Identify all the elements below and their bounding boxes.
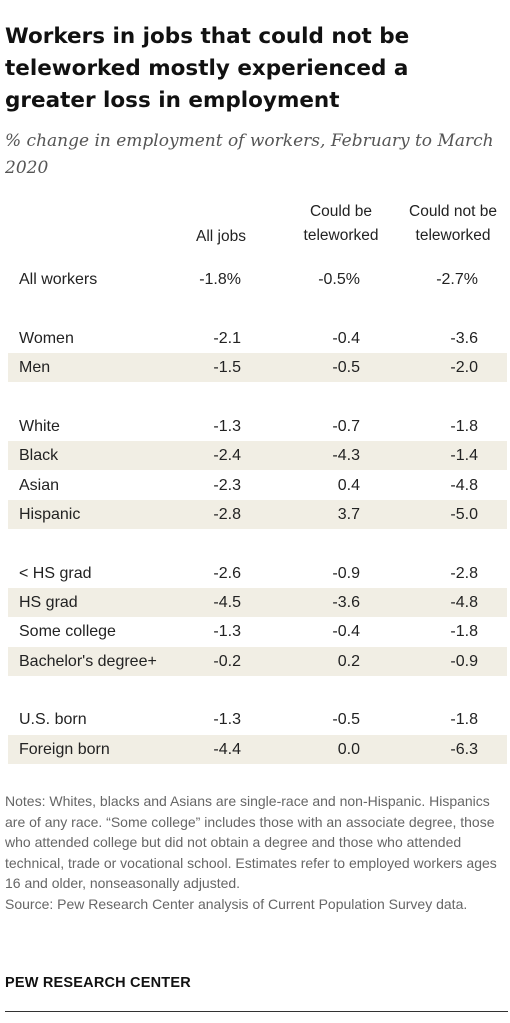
column-header-line: teleworked [303,227,379,244]
table-cell-value: -2.6 [213,565,241,582]
table-cell-value: -2.8 [213,506,241,523]
table-cell-value: -1.8 [450,623,478,640]
table-row: U.S. born -1.3 -0.5 -1.8 [8,705,507,734]
table-cell-value: -2.8 [450,565,478,582]
column-header-line: Could be [309,203,373,220]
table-cell-value: -2.0 [450,359,478,376]
table-cell-value: -6.3 [450,741,478,758]
table-row: Men -1.5 -0.5 -2.0 [8,353,507,382]
table-cell-value: -0.5 [332,711,360,728]
table-cell-value: -0.7 [332,418,360,435]
table-row: Some college -1.3 -0.4 -1.8 [8,617,507,646]
table-cell-value: -3.6 [332,594,360,611]
row-label: Black [19,447,59,464]
bottom-rule [5,1011,508,1012]
table-cell-value: -0.9 [450,653,478,670]
table-row: Foreign born -4.4 0.0 -6.3 [8,735,507,764]
row-label: Asian [19,477,60,494]
table-cell-value: -5.0 [450,506,478,523]
row-label: White [19,418,60,435]
table-cell-value: 3.7 [337,506,360,523]
row-label: Bachelor's degree+ [19,653,157,670]
table-cell-value: -1.3 [213,623,241,640]
table-cell-value: -4.5 [213,594,241,611]
table-cell-value: 0.0 [337,741,360,758]
table-cell-value: -0.5 [332,359,360,376]
row-label: All workers [19,271,98,288]
table-row: Women -2.1 -0.4 -3.6 [8,324,507,353]
table-cell-value: -0.9 [332,565,360,582]
column-header-line: teleworked [415,227,491,244]
row-label: < HS grad [19,565,92,582]
row-label: U.S. born [19,711,87,728]
column-header-could-be-teleworked: Could be teleworked [266,201,416,247]
table-row: Asian -2.3 0.4 -4.8 [8,471,507,500]
row-label: Women [19,330,74,347]
table-cell-value: 0.4 [337,477,360,494]
table-row: Bachelor's degree+ -0.2 0.2 -0.9 [8,647,507,676]
table-cell-value: -2.1 [213,330,241,347]
table-row: Black -2.4 -4.3 -1.4 [8,441,507,470]
table-cell-value: -0.2 [213,653,241,670]
row-label: Hispanic [19,506,81,523]
table-cell-value: -1.8 [450,711,478,728]
table-cell-value: -1.8% [199,271,241,288]
table-row: HS grad -4.5 -3.6 -4.8 [8,588,507,617]
table-cell-value: 0.2 [337,653,360,670]
table-row: < HS grad -2.6 -0.9 -2.8 [8,559,507,588]
table-row: White -1.3 -0.7 -1.8 [8,412,507,441]
column-header-could-not-be-teleworked: Could not be teleworked [378,201,510,247]
table-cell-value: -3.6 [450,330,478,347]
notes-text: Notes: Whites, blacks and Asians are sin… [5,793,497,892]
column-header-line: All jobs [196,228,246,245]
table-row: Hispanic -2.8 3.7 -5.0 [8,500,507,529]
column-header-all-jobs: All jobs [146,226,296,248]
row-label: Men [19,359,51,376]
table-cell-value: -1.5 [213,359,241,376]
table-cell-value: -4.4 [213,741,241,758]
table-row: All workers -1.8% -0.5% -2.7% [8,265,507,294]
source-text: Source: Pew Research Center analysis of … [5,895,468,912]
table-cell-value: -4.3 [332,447,360,464]
table-cell-value: -1.3 [213,711,241,728]
footer-brand: PEW RESEARCH CENTER [5,975,191,991]
notes-block: Notes: Whites, blacks and Asians are sin… [5,791,505,915]
table-cell-value: -2.3 [213,477,241,494]
table-cell-value: -4.8 [450,477,478,494]
column-header-line: Could not be [409,203,497,220]
chart-title: Workers in jobs that could not be telewo… [5,24,410,113]
row-label: Foreign born [19,741,110,758]
table-cell-value: -2.7% [436,271,478,288]
table-cell-value: -1.4 [450,447,478,464]
table-cell-value: -0.5% [318,271,360,288]
table-cell-value: -1.8 [450,418,478,435]
chart-subtitle: % change in employment of workers, Febru… [5,131,494,178]
table-cell-value: -4.8 [450,594,478,611]
table-cell-value: -2.4 [213,447,241,464]
table-cell-value: -1.3 [213,418,241,435]
row-label: Some college [19,623,116,640]
table-cell-value: -0.4 [332,330,360,347]
row-label: HS grad [19,594,78,611]
table-cell-value: -0.4 [332,623,360,640]
